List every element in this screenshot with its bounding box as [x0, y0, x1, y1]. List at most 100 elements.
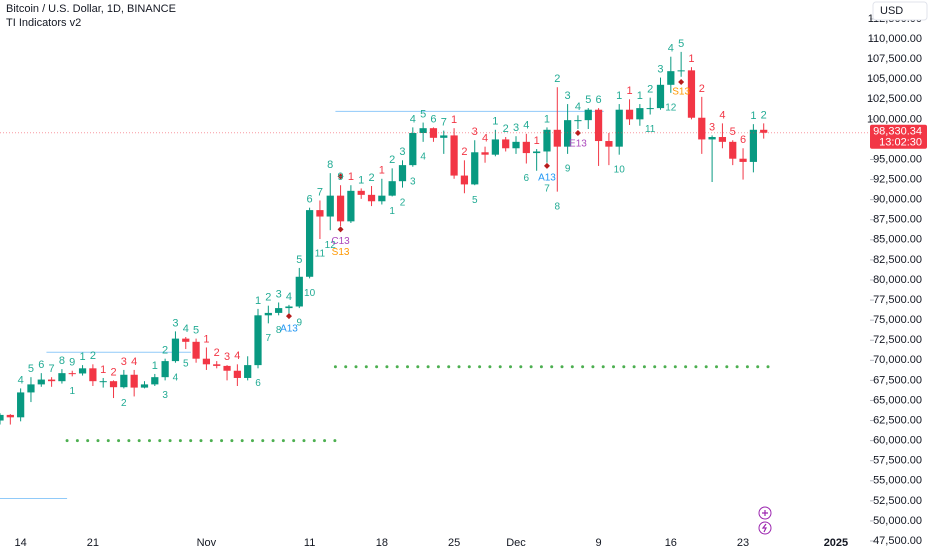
td-setup-count: 1 [750, 110, 756, 122]
td-countdown: 6 [524, 173, 530, 184]
td-countdown: 1 [69, 386, 75, 397]
td-setup-count: 8 [327, 159, 333, 171]
y-tick-label: 95,000.00 [873, 153, 922, 165]
candle-body [667, 71, 675, 85]
candle-body [17, 392, 25, 418]
candle-body [254, 315, 262, 366]
td-setup-count: 1 [255, 295, 261, 307]
y-tick-label: 72,500.00 [873, 334, 922, 346]
candle-body [646, 108, 654, 110]
bar-countdown: 13:02:30 [879, 137, 922, 149]
y-tick-label: 60,000.00 [873, 435, 922, 447]
candle-body [130, 374, 138, 388]
candle-body [636, 108, 644, 120]
candle-body [749, 129, 757, 162]
td-countdown: 8 [276, 325, 282, 336]
td-setup-count: 1 [451, 114, 457, 126]
signal-marker [337, 173, 344, 180]
td-setup-count: 3 [565, 90, 571, 102]
candle-body [182, 338, 190, 342]
td-countdown: 6 [255, 378, 261, 389]
candle-body [398, 165, 407, 182]
candle-body [594, 109, 603, 142]
candle-body [409, 133, 417, 166]
y-tick-label: 52,500.00 [873, 495, 922, 507]
td-countdown: E13 [569, 139, 587, 150]
candle-body [336, 195, 345, 222]
td-countdown: A13 [538, 172, 556, 183]
currency-label[interactable]: USD [880, 5, 903, 17]
td-setup-count: 1 [492, 116, 498, 128]
candle-body [708, 137, 716, 140]
td-countdown: 5 [472, 195, 478, 206]
signal-marker [678, 79, 685, 86]
candle-body [739, 158, 747, 162]
x-tick-label: 9 [596, 537, 602, 549]
candle-body [171, 338, 180, 362]
td-setup-count: 1 [534, 135, 540, 147]
td-countdown: S13 [332, 247, 350, 258]
td-setup-count: 8 [59, 355, 65, 367]
td-setup-count: 2 [554, 73, 560, 85]
candle-body [47, 379, 56, 382]
td-countdown: 2 [121, 398, 127, 409]
candle-body [718, 137, 727, 142]
candle-body [553, 129, 561, 147]
candle-body [316, 210, 324, 217]
candle-body [677, 70, 685, 72]
td-setup-count: 4 [668, 43, 674, 55]
td-countdown: 10 [614, 164, 626, 175]
td-setup-count: 1 [637, 90, 643, 102]
x-tick-label: 21 [87, 537, 99, 549]
candle-body [233, 370, 241, 378]
td-countdown: A13 [280, 323, 298, 334]
x-tick-label: Nov [197, 537, 217, 549]
last-price-label: 98,330.34 [873, 126, 922, 138]
x-tick-label: 2025 [824, 537, 848, 549]
candle-body [347, 190, 355, 222]
td-setup-count: 4 [410, 113, 416, 125]
candle-body [357, 190, 365, 195]
td-setup-count: 1 [152, 360, 158, 372]
td-countdown: 3 [410, 176, 416, 187]
td-setup-count: 4 [183, 323, 189, 335]
signal-marker [285, 313, 292, 320]
candle-body [37, 379, 45, 385]
candle-body [6, 414, 14, 418]
candle-body [460, 175, 469, 185]
candle-body [120, 374, 128, 388]
candle-body [27, 384, 35, 393]
td-setup-count: 5 [585, 94, 591, 106]
td-countdown: 12 [325, 240, 337, 251]
y-tick-label: 110,000.00 [868, 33, 922, 45]
td-countdown: 7 [544, 183, 550, 194]
candle-body [213, 364, 221, 366]
y-tick-label: 67,500.00 [873, 374, 922, 386]
x-tick-label: 23 [737, 537, 749, 549]
td-setup-count: 6 [307, 194, 313, 206]
td-countdown: 12 [665, 102, 677, 113]
candle-body [378, 195, 386, 202]
candle-body [295, 276, 303, 307]
candle-body [574, 120, 582, 122]
candle-body [512, 141, 520, 149]
td-setup-count: 1 [358, 174, 364, 186]
currency-box[interactable] [872, 1, 928, 21]
y-tick-label: 47,500.00 [873, 535, 922, 547]
candle-body [192, 341, 200, 359]
candle-body [140, 384, 149, 388]
y-tick-label: 77,500.00 [873, 294, 922, 306]
td-countdown: 8 [555, 201, 561, 212]
td-setup-count: 3 [399, 146, 405, 158]
candle-body [491, 139, 499, 155]
td-countdown: 5 [183, 359, 189, 370]
td-setup-count: 3 [657, 63, 663, 75]
x-tick-label: 25 [448, 537, 460, 549]
td-setup-count: 4 [234, 350, 240, 362]
candle-body [760, 129, 768, 133]
td-setup-count: 3 [472, 126, 478, 138]
td-setup-count: 2 [110, 366, 116, 378]
y-tick-label: 87,500.00 [873, 214, 922, 226]
